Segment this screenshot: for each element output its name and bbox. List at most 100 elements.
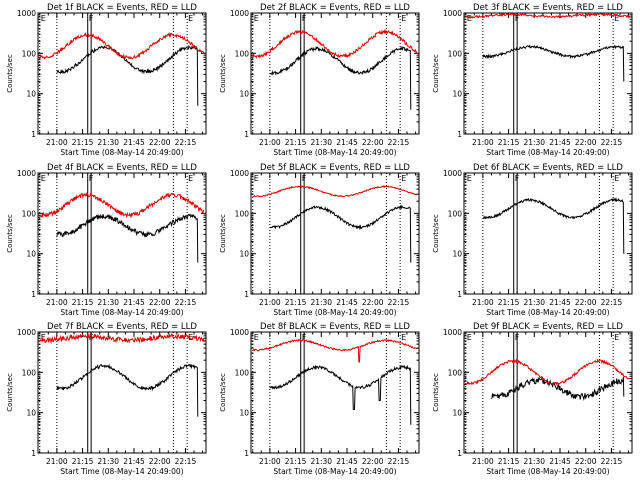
panel-title: Det 7f BLACK = Events, RED = LLD <box>47 322 197 332</box>
y-tick-label: 100 <box>448 49 463 58</box>
x-tick-label: 21:00 <box>259 138 281 147</box>
event-marker-label: E <box>614 14 619 23</box>
y-tick-label: 1000 <box>230 169 249 178</box>
x-tick-label: 21:15 <box>72 457 94 466</box>
x-axis-label: Start Time (08-May-14 20:49:00) <box>60 148 183 157</box>
y-tick-label: 10 <box>452 409 462 418</box>
panel-det-1: Det 1f BLACK = Events, RED = LLD 1 10 100 10… <box>6 3 207 157</box>
y-tick-label: 1 <box>244 130 249 139</box>
series-line-events <box>482 197 625 254</box>
panel-det-6: Det 6f BLACK = Events, RED = LLD 1 10 100 10… <box>432 163 633 317</box>
y-tick-label: 10 <box>239 250 249 259</box>
x-tick-label: 21:00 <box>46 457 68 466</box>
x-tick-label: 21:45 <box>123 298 145 307</box>
x-tick-label: 21:00 <box>46 138 68 147</box>
panel-title: Det 2f BLACK = Events, RED = LLD <box>260 3 410 13</box>
panel-title: Det 6f BLACK = Events, RED = LLD <box>473 163 623 173</box>
x-tick-label: 21:30 <box>523 457 545 466</box>
panel-det-4: Det 4f BLACK = Events, RED = LLD 1 10 100 10… <box>6 163 207 317</box>
event-marker-label: E <box>254 174 259 183</box>
series-line-lld <box>465 358 631 386</box>
event-marker-label: E <box>614 174 619 183</box>
y-axis-label: Counts/sec <box>6 54 14 93</box>
event-marker-label: E <box>614 333 619 342</box>
x-tick-label: 21:15 <box>72 138 94 147</box>
plot-frame <box>250 172 420 295</box>
series-line-events <box>490 376 625 401</box>
event-marker-label: E <box>188 333 193 342</box>
y-tick-label: 1000 <box>443 169 462 178</box>
y-tick-label: 100 <box>235 49 250 58</box>
y-tick-label: 100 <box>22 368 37 377</box>
x-axis-label: Start Time (08-May-14 20:49:00) <box>486 467 609 476</box>
panel-title: Det 5f BLACK = Events, RED = LLD <box>260 163 410 173</box>
x-tick-label: 22:00 <box>575 298 597 307</box>
panel-det-5: Det 5f BLACK = Events, RED = LLD 1 10 100 10… <box>219 163 420 317</box>
y-axis-label: Counts/sec <box>6 373 14 412</box>
x-tick-label: 21:45 <box>549 138 571 147</box>
x-axis-label: Start Time (08-May-14 20:49:00) <box>486 148 609 157</box>
x-tick-label: 22:00 <box>149 457 171 466</box>
y-tick-label: 100 <box>235 368 250 377</box>
x-tick-label: 21:15 <box>72 298 94 307</box>
x-tick-label: 22:15 <box>388 457 410 466</box>
y-axis-label: Counts/sec <box>432 54 440 93</box>
x-tick-label: 21:15 <box>285 457 307 466</box>
event-marker-label: E <box>254 14 259 23</box>
x-tick-label: 21:45 <box>549 457 571 466</box>
panel-det-8: Det 8f BLACK = Events, RED = LLD 1 10 100 10… <box>219 322 420 476</box>
x-tick-label: 21:15 <box>498 138 520 147</box>
y-tick-label: 10 <box>452 250 462 259</box>
y-tick-label: 100 <box>448 209 463 218</box>
x-tick-label: 21:45 <box>336 298 358 307</box>
y-tick-label: 10 <box>239 90 249 99</box>
y-tick-label: 100 <box>22 49 37 58</box>
series-line-lld <box>252 28 418 59</box>
x-tick-label: 21:30 <box>310 138 332 147</box>
y-tick-label: 1 <box>457 130 462 139</box>
panel-det-9: Det 9f BLACK = Events, RED = LLD 1 10 100 10… <box>432 322 633 476</box>
x-tick-label: 21:30 <box>97 138 119 147</box>
y-axis-label: Counts/sec <box>219 54 227 93</box>
x-tick-label: 21:30 <box>310 298 332 307</box>
x-tick-label: 22:00 <box>149 298 171 307</box>
y-tick-label: 1 <box>244 449 249 458</box>
y-tick-label: 10 <box>26 90 36 99</box>
series-line-events <box>56 213 199 263</box>
x-tick-label: 22:15 <box>601 138 623 147</box>
y-axis-label: Counts/sec <box>432 373 440 412</box>
x-tick-label: 21:30 <box>97 298 119 307</box>
x-tick-label: 21:30 <box>310 457 332 466</box>
x-tick-label: 22:00 <box>149 138 171 147</box>
event-marker-label: E <box>467 174 472 183</box>
event-marker-label: E <box>41 14 46 23</box>
series-line-lld <box>252 185 418 198</box>
panel-title: Det 4f BLACK = Events, RED = LLD <box>47 163 197 173</box>
x-tick-label: 22:00 <box>575 138 597 147</box>
x-tick-label: 21:45 <box>336 138 358 147</box>
x-tick-label: 21:15 <box>498 298 520 307</box>
x-tick-label: 21:00 <box>472 457 494 466</box>
event-marker-label: E <box>467 14 472 23</box>
series-line-events <box>269 204 412 263</box>
panel-title: Det 9f BLACK = Events, RED = LLD <box>473 322 623 332</box>
series-line-events <box>269 364 412 425</box>
x-tick-label: 22:00 <box>362 138 384 147</box>
plot-frame <box>37 331 207 454</box>
event-marker-label: E <box>254 333 259 342</box>
x-tick-label: 22:15 <box>388 138 410 147</box>
y-tick-label: 1000 <box>443 9 462 18</box>
x-tick-label: 21:30 <box>523 298 545 307</box>
y-axis-label: Counts/sec <box>219 373 227 412</box>
x-tick-label: 21:00 <box>259 457 281 466</box>
series-line-lld <box>39 191 205 219</box>
x-tick-label: 21:00 <box>46 298 68 307</box>
plot-frame <box>250 12 420 135</box>
x-tick-label: 21:45 <box>123 138 145 147</box>
y-tick-label: 1 <box>457 449 462 458</box>
event-marker-label: E <box>188 14 193 23</box>
series-line-events <box>269 45 412 110</box>
event-marker-label: E <box>401 174 406 183</box>
plot-frame <box>37 172 207 295</box>
series-line-events <box>56 44 199 106</box>
